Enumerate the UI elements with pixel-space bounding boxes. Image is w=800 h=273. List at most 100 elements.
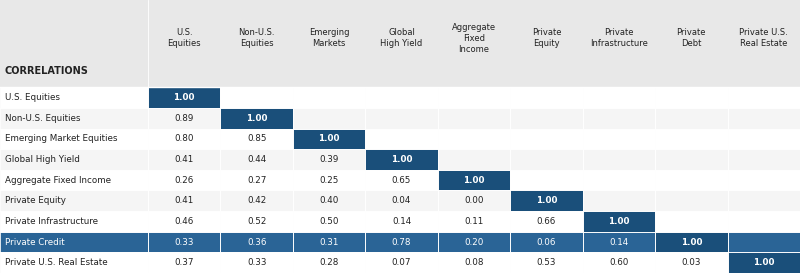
Text: 0.66: 0.66 xyxy=(537,217,556,226)
Text: Private U.S.
Real Estate: Private U.S. Real Estate xyxy=(739,28,788,48)
Bar xyxy=(293,149,366,170)
Bar xyxy=(366,108,438,129)
Bar xyxy=(221,252,293,273)
Bar xyxy=(148,108,221,129)
Bar xyxy=(582,170,655,191)
Bar xyxy=(293,232,366,252)
Bar xyxy=(366,211,438,232)
Text: 0.36: 0.36 xyxy=(247,238,266,247)
Text: 0.85: 0.85 xyxy=(247,134,266,143)
Bar xyxy=(0,252,148,273)
Bar xyxy=(727,232,800,252)
Bar xyxy=(148,129,221,149)
Text: 0.60: 0.60 xyxy=(610,258,629,267)
Bar xyxy=(293,170,366,191)
Text: Private Credit: Private Credit xyxy=(5,238,65,247)
Text: 0.78: 0.78 xyxy=(392,238,411,247)
Bar xyxy=(438,129,510,149)
Text: Emerging Market Equities: Emerging Market Equities xyxy=(5,134,118,143)
Text: 0.14: 0.14 xyxy=(610,238,629,247)
Bar xyxy=(727,211,800,232)
Bar xyxy=(148,252,221,273)
Text: 1.00: 1.00 xyxy=(174,93,195,102)
Text: 0.08: 0.08 xyxy=(464,258,484,267)
Text: 1.00: 1.00 xyxy=(318,134,340,143)
Bar xyxy=(438,211,510,232)
Bar xyxy=(293,191,366,211)
Bar xyxy=(727,87,800,108)
Text: 0.33: 0.33 xyxy=(247,258,266,267)
Bar xyxy=(510,191,582,211)
Bar xyxy=(221,87,293,108)
Bar xyxy=(655,149,727,170)
Bar xyxy=(582,252,655,273)
Text: 0.26: 0.26 xyxy=(174,176,194,185)
Bar xyxy=(510,170,582,191)
Text: Private Equity: Private Equity xyxy=(5,196,66,205)
Bar xyxy=(221,170,293,191)
Text: Private
Equity: Private Equity xyxy=(532,28,561,48)
Text: 0.14: 0.14 xyxy=(392,217,411,226)
Bar xyxy=(221,129,293,149)
Bar xyxy=(655,191,727,211)
Text: 0.42: 0.42 xyxy=(247,196,266,205)
Bar xyxy=(221,232,293,252)
Text: 0.37: 0.37 xyxy=(174,258,194,267)
Bar xyxy=(727,108,800,129)
Bar xyxy=(293,108,366,129)
Text: CORRELATIONS: CORRELATIONS xyxy=(5,66,89,76)
Text: Aggregate
Fixed
Income: Aggregate Fixed Income xyxy=(452,23,496,54)
Bar xyxy=(727,149,800,170)
Text: 1.00: 1.00 xyxy=(391,155,412,164)
Bar xyxy=(0,170,148,191)
Bar xyxy=(655,87,727,108)
Bar xyxy=(366,191,438,211)
Bar xyxy=(293,252,366,273)
Bar xyxy=(438,232,510,252)
Bar xyxy=(221,191,293,211)
Bar xyxy=(582,191,655,211)
Bar xyxy=(510,232,582,252)
Bar xyxy=(510,129,582,149)
Bar xyxy=(727,191,800,211)
Bar xyxy=(366,232,438,252)
Bar xyxy=(0,108,148,129)
Bar xyxy=(655,170,727,191)
Bar xyxy=(510,108,582,129)
Text: 0.41: 0.41 xyxy=(174,155,194,164)
Bar xyxy=(438,149,510,170)
Bar xyxy=(148,87,221,108)
Text: 0.40: 0.40 xyxy=(319,196,338,205)
Text: 1.00: 1.00 xyxy=(753,258,774,267)
Bar xyxy=(582,232,655,252)
Bar xyxy=(582,87,655,108)
Text: 1.00: 1.00 xyxy=(608,217,630,226)
Text: 0.31: 0.31 xyxy=(319,238,338,247)
Text: 1.00: 1.00 xyxy=(463,176,485,185)
Text: Private
Infrastructure: Private Infrastructure xyxy=(590,28,648,48)
Text: 0.65: 0.65 xyxy=(392,176,411,185)
Bar xyxy=(366,252,438,273)
Text: 0.52: 0.52 xyxy=(247,217,266,226)
Text: 0.00: 0.00 xyxy=(464,196,484,205)
Bar xyxy=(438,108,510,129)
Bar xyxy=(655,211,727,232)
Bar xyxy=(0,211,148,232)
Bar xyxy=(727,129,800,149)
Text: Non-U.S.
Equities: Non-U.S. Equities xyxy=(238,28,275,48)
Text: Private
Debt: Private Debt xyxy=(677,28,706,48)
Bar xyxy=(582,149,655,170)
Bar xyxy=(0,87,148,108)
Text: 0.06: 0.06 xyxy=(537,238,556,247)
Bar xyxy=(148,149,221,170)
Bar xyxy=(293,211,366,232)
Bar xyxy=(0,129,148,149)
Bar xyxy=(582,129,655,149)
Text: 0.11: 0.11 xyxy=(464,217,484,226)
Bar xyxy=(0,232,148,252)
Bar xyxy=(293,87,366,108)
Text: Private Infrastructure: Private Infrastructure xyxy=(5,217,98,226)
Bar xyxy=(582,108,655,129)
Bar xyxy=(438,252,510,273)
Bar xyxy=(510,149,582,170)
